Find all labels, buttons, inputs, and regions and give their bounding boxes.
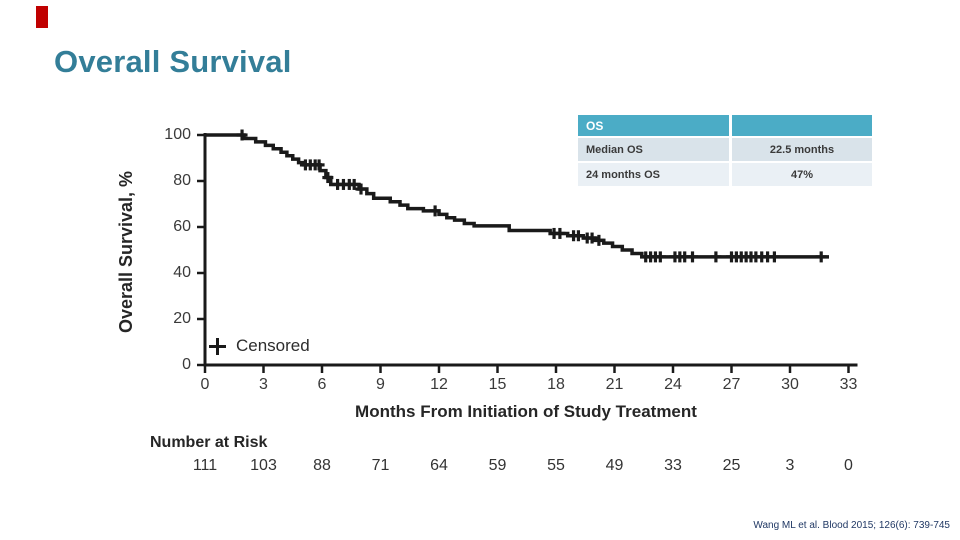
median-os-value: 22.5 months: [732, 138, 872, 161]
risk-count: 71: [371, 457, 390, 474]
x-tick-label: 21: [605, 376, 624, 393]
risk-count: 25: [722, 457, 741, 474]
x-tick-label: 9: [376, 376, 385, 393]
x-tick-label: 0: [200, 376, 210, 393]
24-months-os-label: 24 months OS: [578, 163, 729, 186]
x-tick-label: 12: [430, 376, 448, 393]
x-tick-label: 3: [259, 376, 268, 393]
x-axis-title: Months From Initiation of Study Treatmen…: [355, 402, 697, 421]
risk-count: 103: [250, 457, 277, 474]
x-tick-label: 24: [664, 376, 682, 393]
risk-count: 0: [844, 457, 853, 474]
24-months-os-value: 47%: [732, 163, 872, 186]
y-tick-label: 0: [182, 356, 191, 373]
table-row: Median OS 22.5 months: [578, 138, 872, 161]
os-summary-table: OS Median OS 22.5 months 24 months OS 47…: [578, 115, 872, 186]
risk-count: 49: [605, 457, 624, 474]
y-tick-label: 40: [173, 264, 191, 281]
y-tick-label: 80: [173, 172, 191, 189]
number-at-risk-label: Number at Risk: [150, 434, 268, 451]
page-title: Overall Survival: [54, 44, 292, 79]
table-header-os: OS: [578, 115, 729, 136]
risk-count: 64: [430, 457, 448, 474]
table-header-row: OS: [578, 115, 872, 136]
censored-legend: Censored: [208, 336, 310, 356]
y-tick-label: 20: [173, 310, 191, 327]
risk-count: 55: [547, 457, 565, 474]
citation: Wang ML et al. Blood 2015; 126(6): 739-7…: [753, 520, 950, 531]
risk-count: 3: [785, 457, 795, 474]
table-row: 24 months OS 47%: [578, 163, 872, 186]
risk-count: 59: [488, 457, 507, 474]
risk-count: 33: [664, 457, 682, 474]
red-accent-bar: [36, 6, 48, 28]
x-tick-label: 27: [722, 376, 741, 393]
plus-censor-icon: [209, 337, 226, 355]
x-tick-label: 33: [839, 376, 858, 393]
x-tick-label: 6: [317, 376, 327, 393]
table-header-value: [732, 115, 872, 136]
y-axis-title: Overall Survival, %: [116, 170, 136, 334]
censored-legend-label: Censored: [236, 336, 310, 355]
median-os-label: Median OS: [578, 138, 729, 161]
y-tick-label: 100: [164, 126, 191, 143]
risk-count: 88: [313, 457, 331, 474]
x-tick-label: 18: [547, 376, 565, 393]
y-tick-label: 60: [173, 218, 191, 235]
x-tick-label: 30: [781, 376, 799, 393]
x-tick-label: 15: [488, 376, 507, 393]
risk-count: 111: [192, 457, 218, 474]
